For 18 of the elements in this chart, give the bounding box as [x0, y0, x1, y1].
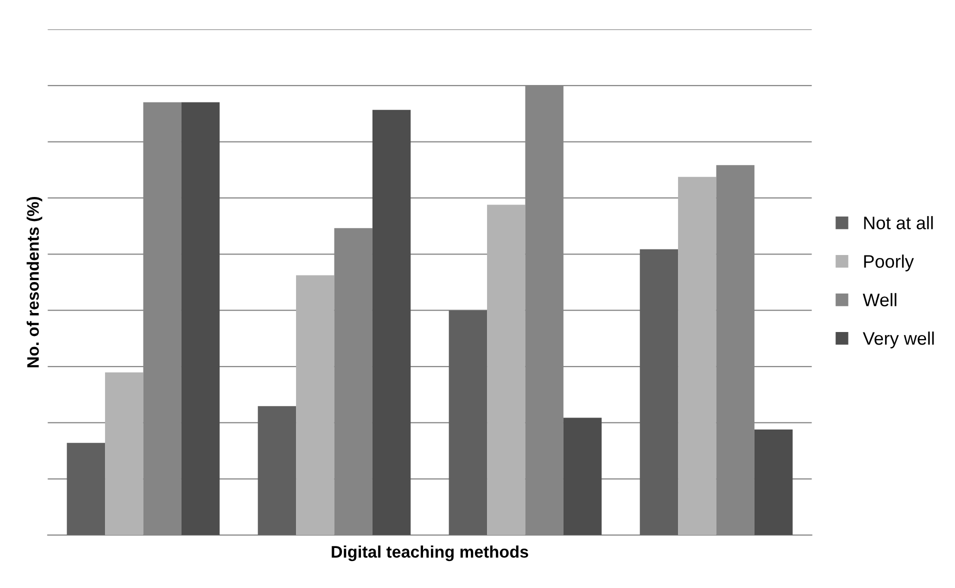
legend-label: Very well — [862, 332, 934, 348]
bar — [754, 429, 793, 536]
bar — [640, 249, 678, 536]
bar — [678, 176, 716, 536]
legend-label: Well — [862, 293, 896, 306]
legend-label: Poorly — [864, 254, 914, 272]
bar — [181, 102, 220, 536]
bar — [66, 442, 106, 536]
bar — [563, 418, 602, 536]
bar — [258, 406, 296, 536]
y-axis-title: No. of resondents (%) — [26, 196, 42, 368]
legend-label: Not at all — [864, 216, 933, 230]
bar — [448, 310, 488, 536]
bar — [372, 110, 411, 536]
bar — [105, 372, 144, 536]
x-axis-title: Digital teaching methods — [332, 545, 528, 562]
bar — [296, 275, 334, 536]
bar — [487, 204, 526, 536]
